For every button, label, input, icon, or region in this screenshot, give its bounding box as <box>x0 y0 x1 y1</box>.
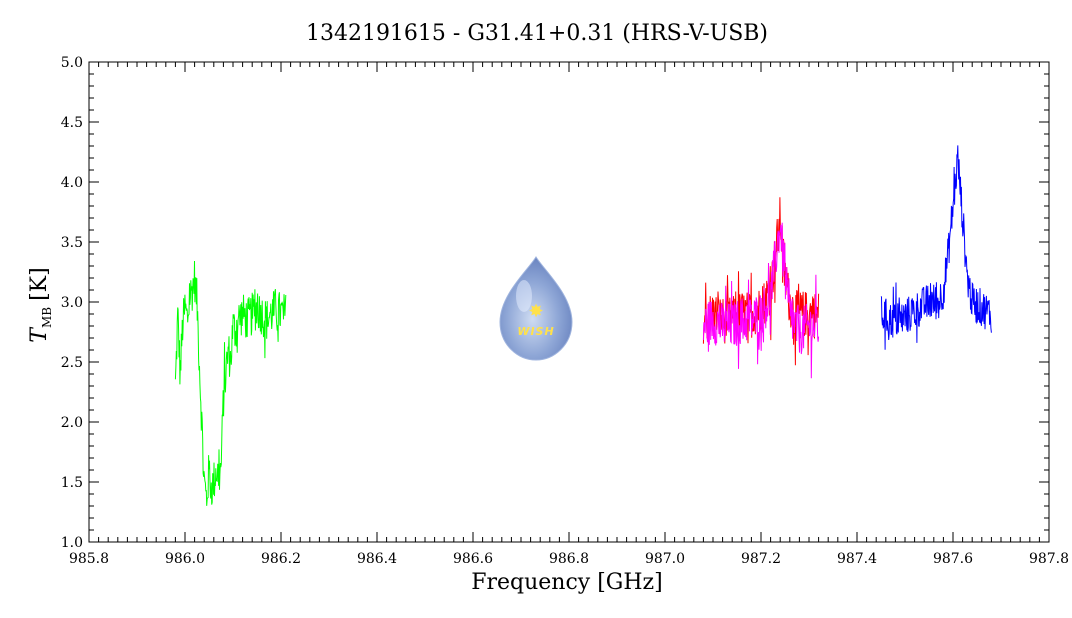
x-tick-label: 985.8 <box>69 551 109 567</box>
logo-text: WISH <box>517 325 554 338</box>
y-axis-label-sub: MB <box>40 307 54 328</box>
y-tick-label: 1.0 <box>61 535 83 551</box>
droplet-highlight <box>516 280 532 312</box>
wish-logo: ✸ WISH <box>499 256 573 361</box>
y-tick-label: 1.5 <box>61 475 83 491</box>
x-tick-label: 987.0 <box>645 551 685 567</box>
chart-title: 1342191615 - G31.41+0.31 (HRS-V-USB) <box>306 21 768 46</box>
series-3-line <box>880 145 992 350</box>
series-0-line <box>174 260 287 506</box>
star-icon: ✸ <box>528 301 543 322</box>
x-tick-label: 986.8 <box>549 551 589 567</box>
droplet-icon <box>499 256 573 361</box>
x-tick-label: 986.6 <box>453 551 493 567</box>
plot-area: 985.8 986.0 986.2 986.4 986.6 986.8 987.0 987.2… <box>61 55 1069 567</box>
x-axis-label: Frequency [GHz] <box>471 570 663 595</box>
y-axis-label-unit: [K] <box>27 267 52 301</box>
svg-text:TMB[K]: TMB [K] <box>27 267 54 342</box>
x-tick-label: 987.4 <box>837 551 877 567</box>
y-axis-label: TMB [K] <box>27 267 54 342</box>
y-tick-label: 2.0 <box>61 415 83 431</box>
plot-frame <box>88 61 1050 543</box>
y-tick-label: 2.5 <box>61 355 83 371</box>
y-tick-label: 3.0 <box>61 295 83 311</box>
y-tick-label: 4.5 <box>61 115 83 131</box>
x-tick-label: 987.6 <box>933 551 973 567</box>
x-tick-label: 987.2 <box>741 551 781 567</box>
y-tick-label: 5.0 <box>61 55 83 71</box>
x-tick-label: 987.8 <box>1029 551 1069 567</box>
x-tick-label: 986.2 <box>261 551 301 567</box>
y-tick-label: 3.5 <box>61 235 83 251</box>
x-tick-label: 986.4 <box>357 551 397 567</box>
series-2-line <box>702 222 820 379</box>
y-tick-label: 4.0 <box>61 175 83 191</box>
y-axis-label-main: T <box>27 326 52 343</box>
x-tick-label: 986.0 <box>165 551 205 567</box>
